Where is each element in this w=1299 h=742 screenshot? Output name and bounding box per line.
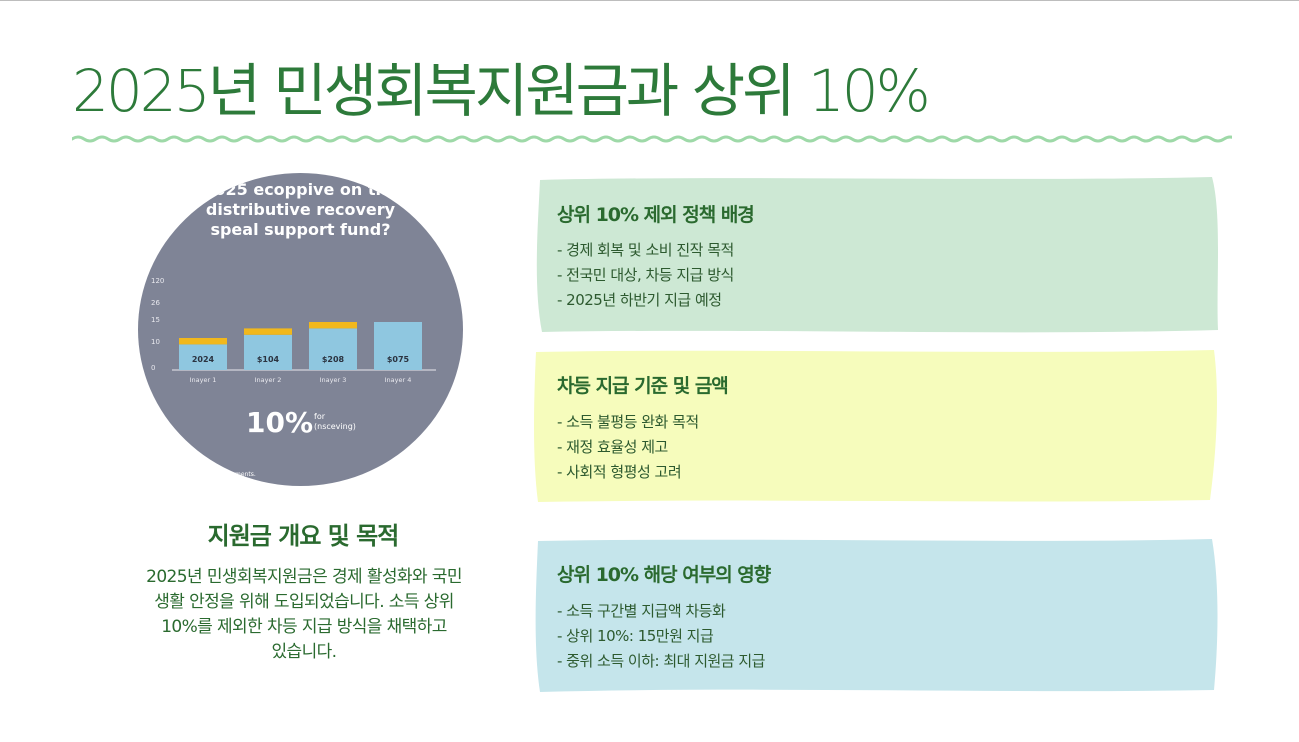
bar-top <box>244 328 292 335</box>
big-percent: 10% <box>246 406 314 439</box>
infographic-title-line: 2025 ecoppive on the <box>203 180 398 199</box>
infographic-image: 2025 ecoppive on the distributive recove… <box>138 173 463 486</box>
y-tick-label: 15 <box>151 316 160 324</box>
card-list: - 경제 회복 및 소비 진작 목적 - 전국민 대상, 차등 지급 방식 - … <box>557 238 734 313</box>
list-item: - 경제 회복 및 소비 진작 목적 <box>557 241 734 259</box>
infographic-title-line: speal support fund? <box>210 220 391 239</box>
list-item: - 중위 소득 이하: 최대 지원금 지급 <box>557 652 765 670</box>
bar-top <box>309 322 357 329</box>
bar-chart: 120 26 15 10 0 2024 Inayer 1 $104 Inayer 2 $208 In… <box>151 277 436 384</box>
overview-line: 생활 안정을 위해 도입되었습니다. 소득 상위 <box>154 592 454 612</box>
list-item: - 전국민 대상, 차등 지급 방식 <box>557 266 734 284</box>
card-policy-background: 상위 10% 제외 정책 배경 - 경제 회복 및 소비 진작 목적 - 전국민… <box>530 174 1222 336</box>
card-list: - 소득 불평등 완화 목적 - 재정 효율성 제고 - 사회적 형평성 고려 <box>557 410 699 485</box>
data-label: $208 <box>322 355 345 364</box>
list-item: - 소득 구간별 지급액 차등화 <box>557 602 726 620</box>
overview-line: 10%를 제외한 차등 지급 방식을 채택하고 <box>161 617 447 637</box>
bar-top <box>179 338 227 345</box>
y-tick-label: 0 <box>151 364 155 372</box>
data-label: $075 <box>387 355 410 364</box>
y-tick-label: 120 <box>151 277 164 285</box>
y-tick-label: 26 <box>151 299 160 307</box>
list-item: - 2025년 하반기 지급 예정 <box>557 291 722 309</box>
overview-heading: 지원금 개요 및 목적 <box>207 522 400 550</box>
page-title: 2025년 민생회복지원금과 상위 10% <box>72 57 931 125</box>
data-label: $104 <box>257 355 280 364</box>
x-tick-label: Inayer 4 <box>385 376 412 384</box>
x-tick-label: Inayer 2 <box>255 376 282 384</box>
bar <box>309 328 357 370</box>
card-background <box>534 350 1217 502</box>
wavy-divider <box>72 135 1232 143</box>
list-item: - 상위 10%: 15만원 지급 <box>557 627 714 645</box>
list-item: - 소득 불평등 완화 목적 <box>557 413 699 431</box>
x-tick-label: Inayer 1 <box>190 376 217 384</box>
y-tick-label: 10 <box>151 338 160 346</box>
top-divider <box>0 0 1299 1</box>
overview-line: 2025년 민생회복지원금은 경제 활성화와 국민 <box>146 567 462 587</box>
overview-line: 있습니다. <box>271 642 338 662</box>
infographic-footnote: elements. <box>226 471 256 478</box>
bar <box>244 334 292 370</box>
percent-note: for (nsceving) <box>314 412 356 432</box>
card-payment-criteria: 차등 지급 기준 및 금액 - 소득 불평등 완화 목적 - 재정 효율성 제고… <box>530 346 1222 506</box>
infographic-title-line: distributive recovery <box>205 200 396 219</box>
data-label: 2024 <box>192 355 215 364</box>
bar <box>179 344 227 370</box>
bar <box>374 322 422 370</box>
percent-note-line: (nsceving) <box>314 422 356 431</box>
list-item: - 재정 효율성 제고 <box>557 438 668 456</box>
card-list: - 소득 구간별 지급액 차등화 - 상위 10%: 15만원 지급 - 중위 … <box>557 599 765 674</box>
card-top10-impact: 상위 10% 해당 여부의 영향 - 소득 구간별 지급액 차등화 - 상위 1… <box>530 536 1222 696</box>
card-background <box>535 539 1218 692</box>
infographic-title: 2025 ecoppive on the distributive recove… <box>138 180 463 240</box>
card-title: 차등 지급 기준 및 금액 <box>557 375 729 397</box>
card-title: 상위 10% 해당 여부의 영향 <box>557 564 771 586</box>
percent-note-line: for <box>314 412 325 421</box>
x-tick-label: Inayer 3 <box>320 376 347 384</box>
list-item: - 사회적 형평성 고려 <box>557 463 682 481</box>
card-title: 상위 10% 제외 정책 배경 <box>557 204 755 226</box>
overview-body: 2025년 민생회복지원금은 경제 활성화와 국민 생활 안정을 위해 도입되었… <box>118 565 490 665</box>
card-background <box>536 177 1218 333</box>
